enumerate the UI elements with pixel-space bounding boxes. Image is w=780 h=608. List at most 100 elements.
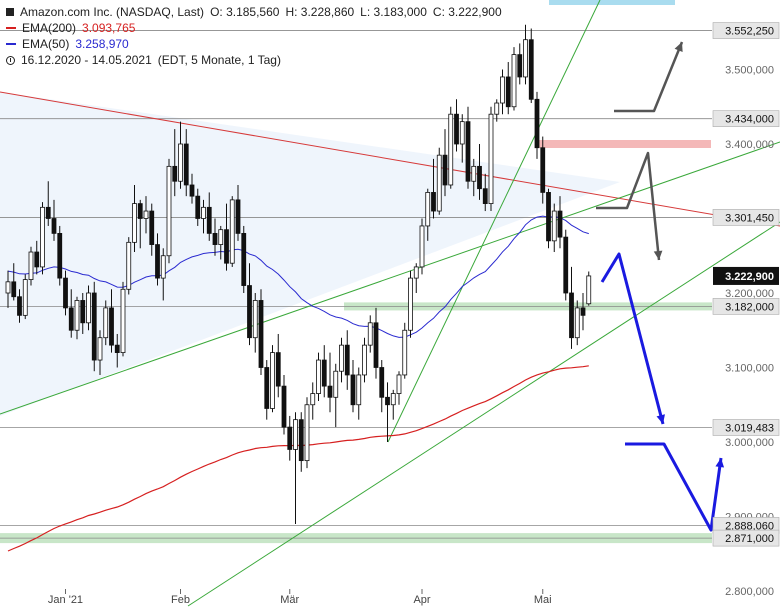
candle-75 (436, 147, 442, 215)
candle-73 (425, 188, 431, 241)
arrow-down-blue-head (656, 414, 665, 424)
candle-59 (344, 330, 350, 390)
x-tick-label-0: Jan '21 (48, 594, 83, 606)
candle-14 (86, 285, 91, 331)
candle-body-65 (379, 367, 385, 398)
candle-body-45 (264, 367, 270, 409)
candle-65 (379, 360, 385, 413)
forecast-arrows (596, 41, 725, 532)
candle-body-5 (34, 251, 40, 268)
resistance-band-3400 (535, 140, 711, 148)
candle-31 (183, 129, 189, 197)
triangle-zone (0, 92, 620, 416)
candle-92 (534, 91, 540, 159)
legend-ohlc: Amazon.com Inc. (NASDAQ, Last) O: 3.185,… (6, 4, 502, 20)
candle-body-80 (465, 121, 471, 182)
candle-body-16 (97, 337, 103, 361)
candle-44 (258, 289, 264, 375)
candles (5, 24, 592, 524)
legend-ema50-value: 3.258,970 (75, 37, 129, 51)
candle-body-3 (22, 279, 28, 316)
candle-20 (120, 281, 126, 357)
level-label-1: 3.434,000 (725, 114, 774, 126)
candle-11 (68, 289, 74, 338)
candle-body-47 (275, 352, 281, 387)
y-tick-label-4: 3.200,000 (725, 288, 774, 300)
candle-27 (160, 248, 166, 301)
candle-body-63 (367, 322, 373, 346)
candle-body-69 (402, 329, 408, 376)
candle-98 (569, 266, 574, 349)
candle-47 (275, 333, 281, 398)
chart-legend: Amazon.com Inc. (NASDAQ, Last) O: 3.185,… (6, 4, 502, 68)
candle-66 (385, 382, 390, 442)
candle-body-84 (488, 113, 494, 204)
candle-33 (195, 188, 201, 226)
candle-84 (488, 106, 494, 212)
candle-91 (528, 28, 534, 104)
candle-90 (523, 24, 528, 85)
candle-56 (327, 352, 333, 413)
candle-body-94 (546, 192, 551, 242)
candle-body-22 (132, 203, 137, 243)
candle-body-44 (258, 300, 264, 368)
candle-41 (241, 225, 247, 293)
moving-averages (7, 215, 589, 552)
ema50-line (7, 215, 589, 338)
candle-body-77 (448, 113, 454, 186)
candle-body-24 (143, 210, 149, 219)
candle-16 (97, 330, 103, 375)
candle-89 (517, 43, 523, 85)
candle-body-42 (247, 285, 252, 339)
ema200-line (7, 365, 589, 552)
candle-57 (333, 363, 339, 428)
candle-body-85 (494, 102, 500, 115)
candle-23 (137, 199, 143, 249)
candle-body-10 (63, 277, 68, 309)
level-label-3: 3.182,000 (725, 301, 774, 313)
candle-body-30 (178, 143, 183, 182)
candle-87 (505, 62, 511, 115)
candle-101 (586, 271, 592, 306)
candle-34 (201, 199, 206, 234)
candle-body-50 (293, 419, 298, 450)
candle-95 (551, 203, 557, 253)
candle-body-75 (436, 154, 442, 212)
candle-body-89 (517, 54, 523, 78)
candle-7 (45, 181, 51, 226)
candle-body-66 (385, 396, 390, 406)
candle-body-87 (505, 76, 511, 108)
legend-ema200-label: EMA(200) (22, 21, 77, 35)
candle-58 (339, 337, 344, 383)
candle-26 (155, 233, 160, 286)
candle-body-19 (114, 344, 120, 353)
candle-body-83 (482, 188, 488, 204)
candle-body-15 (91, 292, 97, 361)
level-label-4: 3.019,483 (725, 422, 774, 434)
level-label-0: 3.552,250 (725, 26, 774, 38)
candle-100 (580, 293, 586, 331)
candle-body-17 (103, 307, 109, 339)
support-trendline-upper (0, 141, 780, 415)
candle-body-26 (155, 244, 160, 279)
candle-83 (482, 173, 488, 212)
candle-8 (51, 199, 57, 241)
candle-body-46 (270, 352, 275, 409)
candle-body-68 (396, 374, 402, 394)
candle-body-82 (477, 165, 482, 190)
candle-body-79 (459, 121, 465, 145)
candle-body-9 (57, 232, 63, 279)
candle-48 (281, 374, 287, 435)
candle-body-20 (120, 288, 126, 353)
candle-15 (91, 281, 97, 372)
resistance-trendline (0, 91, 780, 227)
candle-body-29 (172, 165, 178, 182)
candle-body-49 (287, 426, 293, 450)
legend-range: 16.12.2020 - 14.05.2021 (EDT, 5 Monate, … (6, 52, 502, 68)
candle-12 (74, 296, 80, 340)
candle-49 (287, 415, 293, 461)
candle-51 (298, 412, 304, 472)
candle-body-56 (327, 385, 333, 398)
